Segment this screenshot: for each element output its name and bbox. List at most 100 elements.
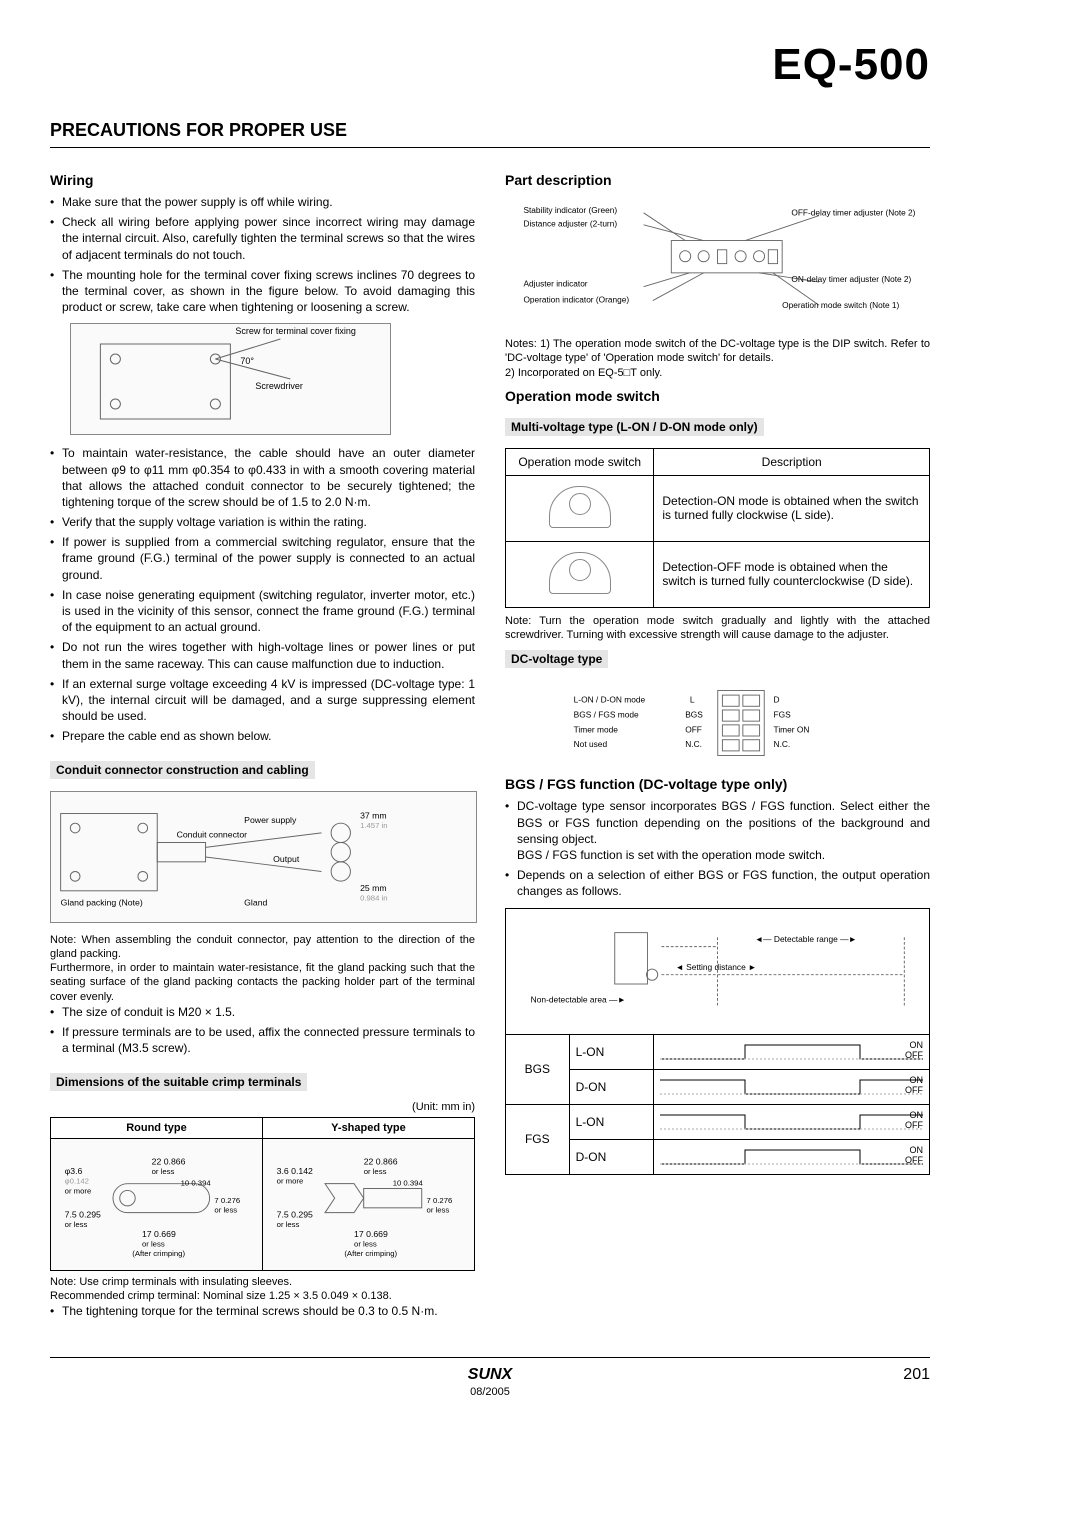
lbl-37: 37 mm xyxy=(360,810,387,820)
svg-text:22 0.866: 22 0.866 xyxy=(364,1156,398,1166)
svg-text:FGS: FGS xyxy=(773,710,791,720)
crimp-note: Note: Use crimp terminals with insulatin… xyxy=(50,1275,475,1304)
bgs-wave-10: ONOFF xyxy=(654,1104,930,1139)
lbl-gland: Gland xyxy=(244,897,267,907)
crimp-y-cell: 3.6 0.142 or more 22 0.866 or less 10 0.… xyxy=(262,1138,474,1270)
bgs-head: BGS / FGS function (DC-voltage type only… xyxy=(505,776,930,792)
svg-text:7 0.276: 7 0.276 xyxy=(426,1196,452,1205)
svg-text:7.5 0.295: 7.5 0.295 xyxy=(65,1209,101,1219)
footer-page: 201 xyxy=(903,1366,930,1384)
wb2-0: To maintain water-resistance, the cable … xyxy=(50,445,475,510)
wb2-5: If an external surge voltage exceeding 4… xyxy=(50,676,475,725)
svg-text:L: L xyxy=(690,695,695,705)
screwdriver-label: Screwdriver xyxy=(255,381,303,391)
svg-text:7.5 0.295: 7.5 0.295 xyxy=(277,1209,313,1219)
left-column: Wiring Make sure that the power supply i… xyxy=(50,164,475,1327)
torque-bullet: The tightening torque for the terminal s… xyxy=(50,1303,475,1319)
svg-text:◄ Setting distance ►: ◄ Setting distance ► xyxy=(675,962,756,972)
wb2-2: If power is supplied from a commercial s… xyxy=(50,534,475,583)
multivolt-head: Multi-voltage type (L-ON / D-ON mode onl… xyxy=(505,418,764,436)
bgs-wave-11: ONOFF xyxy=(654,1139,930,1174)
svg-text:L-ON / D-ON mode: L-ON / D-ON mode xyxy=(573,695,645,705)
conduit-bullets: The size of conduit is M20 × 1.5. If pre… xyxy=(50,1004,475,1057)
content-columns: Wiring Make sure that the power supply i… xyxy=(50,164,930,1327)
svg-text:17 0.669: 17 0.669 xyxy=(142,1228,176,1238)
svg-text:or more: or more xyxy=(65,1186,92,1195)
crimp-unit: (Unit: mm in) xyxy=(50,1101,475,1113)
svg-text:10 0.394: 10 0.394 xyxy=(181,1178,212,1187)
wiring-bullets-1: Make sure that the power supply is off w… xyxy=(50,194,475,315)
bgs-diagram-cell: ◄— Detectable range —► ◄ Setting distanc… xyxy=(506,908,930,1034)
svg-text:BGS / FGS mode: BGS / FGS mode xyxy=(573,710,638,720)
svg-text:Adjuster indicator: Adjuster indicator xyxy=(523,279,587,289)
dcvolt-head: DC-voltage type xyxy=(505,650,608,668)
opmode-knob2 xyxy=(506,541,654,607)
bgs-func-0: BGS xyxy=(506,1034,570,1104)
svg-text:Timer mode: Timer mode xyxy=(573,725,618,735)
opmode-note: Note: Turn the operation mode switch gra… xyxy=(505,614,930,643)
crimp-head: Dimensions of the suitable crimp termina… xyxy=(50,1073,307,1091)
bgs-b1: Depends on a selection of either BGS or … xyxy=(505,867,930,899)
section-title: PRECAUTIONS FOR PROPER USE xyxy=(50,120,930,148)
svg-text:Not used: Not used xyxy=(573,740,607,750)
wiring-bullets-2: To maintain water-resistance, the cable … xyxy=(50,445,475,744)
angle-label: 70° xyxy=(240,356,254,366)
svg-text:3.6 0.142: 3.6 0.142 xyxy=(277,1166,313,1176)
bgs-b0: DC-voltage type sensor incorporates BGS … xyxy=(505,798,930,863)
opmode-knob1 xyxy=(506,475,654,541)
lbl-power: Power supply xyxy=(244,815,297,825)
footer-date: 08/2005 xyxy=(50,1386,930,1398)
svg-text:BGS: BGS xyxy=(685,710,703,720)
conduit-figure: Power supply Conduit connector Output Gl… xyxy=(50,791,477,923)
svg-text:◄— Detectable range —►: ◄— Detectable range —► xyxy=(755,934,857,944)
opmode-row2: Detection-OFF mode is obtained when the … xyxy=(654,541,930,607)
wiring-b3: The mounting hole for the terminal cover… xyxy=(50,267,475,316)
bgs-m-11: D-ON xyxy=(569,1139,654,1174)
screw-label: Screw for terminal cover fixing xyxy=(235,326,356,336)
svg-text:D: D xyxy=(773,695,779,705)
svg-text:or less: or less xyxy=(152,1167,175,1176)
opmode-head: Operation mode switch xyxy=(505,388,930,404)
bgs-wave-00: ONOFF xyxy=(654,1034,930,1069)
bgs-m-10: L-ON xyxy=(569,1104,654,1139)
svg-text:17 0.669: 17 0.669 xyxy=(354,1228,388,1238)
svg-text:22 0.866: 22 0.866 xyxy=(152,1156,186,1166)
svg-text:Distance adjuster (2-turn): Distance adjuster (2-turn) xyxy=(523,219,617,229)
svg-text:or less: or less xyxy=(364,1167,387,1176)
dip-diagram: L-ON / D-ON mode BGS / FGS mode Timer mo… xyxy=(569,678,867,768)
lbl-25in: 0.984 in xyxy=(360,893,387,902)
wiring-b2: Check all wiring before applying power s… xyxy=(50,214,475,263)
cb-1: If pressure terminals are to be used, af… xyxy=(50,1024,475,1056)
crimp-table: Round type Y-shaped type φ3.6 φ0.142 or … xyxy=(50,1117,475,1271)
right-column: Part description Stability indicator (Gr… xyxy=(505,164,930,1327)
opmode-row1: Detection-ON mode is obtained when the s… xyxy=(654,475,930,541)
crimp-round-cell: φ3.6 φ0.142 or more 22 0.866 or less 10 … xyxy=(51,1138,263,1270)
wiring-b1: Make sure that the power supply is off w… xyxy=(50,194,475,210)
svg-text:OFF: OFF xyxy=(685,725,702,735)
wiring-head: Wiring xyxy=(50,172,475,188)
svg-text:or less: or less xyxy=(354,1239,377,1248)
svg-text:Stability indicator (Green): Stability indicator (Green) xyxy=(523,205,617,215)
wb2-3: In case noise generating equipment (swit… xyxy=(50,587,475,636)
svg-text:ON-delay timer adjuster (Note: ON-delay timer adjuster (Note 2) xyxy=(791,274,911,284)
bgs-table: ◄— Detectable range —► ◄ Setting distanc… xyxy=(505,908,930,1175)
wb2-6: Prepare the cable end as shown below. xyxy=(50,728,475,744)
svg-text:or less: or less xyxy=(277,1220,300,1229)
svg-text:or less: or less xyxy=(142,1239,165,1248)
svg-text:(After crimping): (After crimping) xyxy=(344,1249,397,1258)
conduit-note: Note: When assembling the conduit connec… xyxy=(50,933,475,1004)
lbl-conduit: Conduit connector xyxy=(177,829,248,839)
crimp-col2: Y-shaped type xyxy=(262,1117,474,1138)
svg-text:φ0.142: φ0.142 xyxy=(65,1176,89,1185)
screw-figure: Screw for terminal cover fixing 70° Scre… xyxy=(70,323,391,435)
svg-text:10 0.394: 10 0.394 xyxy=(393,1178,424,1187)
svg-text:Timer ON: Timer ON xyxy=(773,725,809,735)
cb-0: The size of conduit is M20 × 1.5. xyxy=(50,1004,475,1020)
bgs-bullets: DC-voltage type sensor incorporates BGS … xyxy=(505,798,930,899)
lbl-37in: 1.457 in xyxy=(360,821,387,830)
crimp-col1: Round type xyxy=(51,1117,263,1138)
lbl-glandpack: Gland packing (Note) xyxy=(61,897,143,907)
lbl-output: Output xyxy=(273,853,300,863)
svg-text:OFF-delay timer adjuster (Note: OFF-delay timer adjuster (Note 2) xyxy=(791,208,915,218)
svg-text:Non-detectable area —►: Non-detectable area —► xyxy=(531,994,626,1004)
